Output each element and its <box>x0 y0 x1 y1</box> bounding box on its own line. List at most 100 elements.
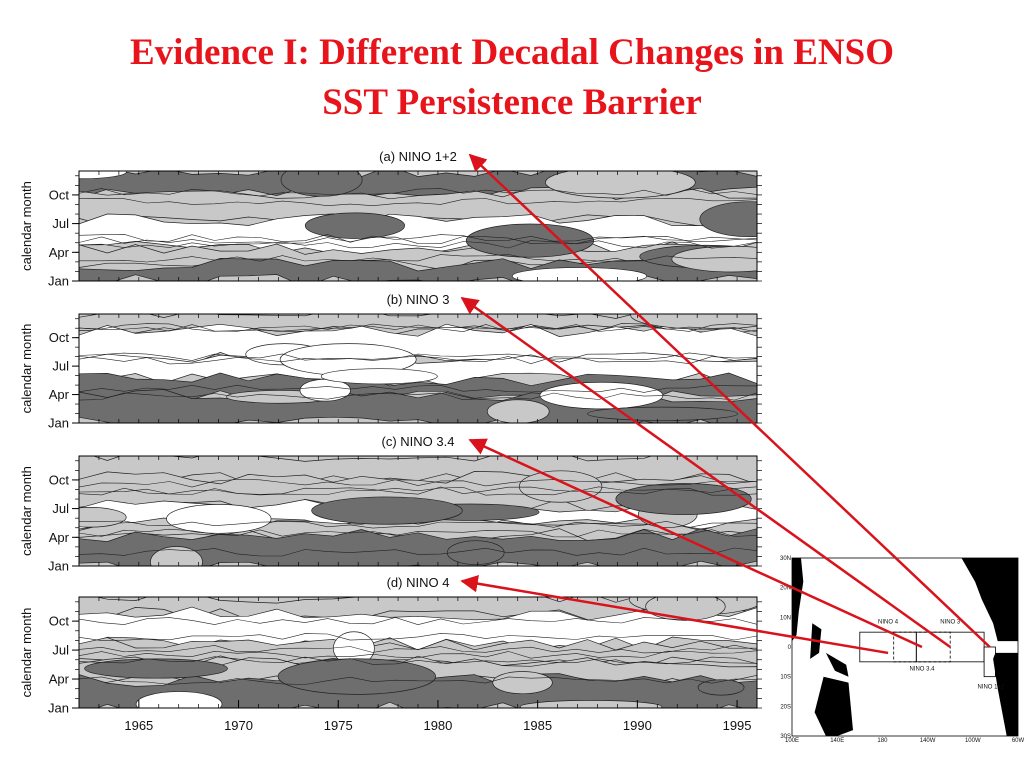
slide-title-line1: Evidence I: Different Decadal Changes in… <box>130 32 894 73</box>
contour-blob <box>465 223 595 258</box>
pointer-arrows <box>460 153 991 655</box>
map-lon-label: 100E <box>785 738 799 744</box>
contour-blob <box>135 691 223 708</box>
landmass <box>792 558 804 642</box>
x-tick-label: 1975 <box>324 718 353 733</box>
panel-3-contours <box>79 456 757 566</box>
contour-blob <box>615 483 752 515</box>
x-tick-label: 1995 <box>723 718 752 733</box>
y-tick-label: Oct <box>49 187 70 202</box>
contour-line <box>79 240 757 249</box>
y-tick-label: Apr <box>49 387 70 402</box>
region-label-nino4: NINO 4 <box>878 619 899 625</box>
contour-blob <box>630 314 757 330</box>
x-tick-label: 1985 <box>523 718 552 733</box>
contour-line <box>79 644 757 654</box>
x-tick-label: 1965 <box>124 718 153 733</box>
contour-blob <box>486 399 550 423</box>
y-tick-label: Apr <box>49 245 70 260</box>
contour-blob <box>518 470 603 503</box>
y-axis-label: calendar month <box>19 466 34 556</box>
contour-blob <box>320 368 438 385</box>
contour-blob <box>150 546 203 566</box>
landmass <box>961 558 1018 642</box>
contour-blob <box>492 671 553 695</box>
x-tick-label: 1970 <box>224 718 253 733</box>
x-tick-label: 1980 <box>423 718 452 733</box>
contour-blob <box>280 171 363 197</box>
contour-blob <box>277 658 437 695</box>
y-tick-label: Jul <box>52 643 69 658</box>
panel-4: Jan Apr Jul Oct calendar month (d) NINO 4 <box>19 575 762 716</box>
contour-line <box>79 486 757 495</box>
contour-blob <box>699 201 757 238</box>
region-label-nino34: NINO 3.4 <box>909 667 935 673</box>
contour-blob <box>84 658 228 679</box>
contour-blob <box>79 507 127 528</box>
contour-line <box>79 323 757 332</box>
y-axis-label: calendar month <box>19 324 34 414</box>
map-lat-label: 30N <box>780 556 791 562</box>
contour-blob <box>511 267 647 281</box>
contour-line <box>79 528 757 538</box>
y-tick-label: Oct <box>49 472 70 487</box>
map-lon-label: 100W <box>965 738 981 744</box>
y-tick-label: Jan <box>48 701 69 716</box>
contour-blob <box>539 381 664 410</box>
panel-4-contours <box>79 597 757 708</box>
y-tick-label: Apr <box>49 672 70 687</box>
contour-line <box>79 617 757 626</box>
contour-line <box>79 520 757 529</box>
x-tick-label: 1990 <box>623 718 652 733</box>
contour-blob <box>166 504 272 534</box>
contour-line <box>79 384 757 393</box>
map-lat-label: 10S <box>780 675 791 681</box>
contour-line <box>79 254 757 263</box>
y-tick-label: Jan <box>48 416 69 431</box>
contour-blob <box>446 540 505 565</box>
landmass <box>825 652 849 677</box>
panel-1: Jan Apr Jul Oct calendar month (a) NINO 1+2 <box>19 149 762 289</box>
contour-line <box>79 235 757 245</box>
slide-title-line2: SST Persistence Barrier <box>322 82 702 123</box>
map-lon-label: 140W <box>920 738 936 744</box>
contour-line <box>79 188 757 197</box>
contour-line <box>79 633 757 641</box>
contour-blob <box>545 171 696 199</box>
y-axis-label: calendar month <box>19 608 34 698</box>
panel-title: (b) NINO 3 <box>387 292 450 307</box>
contour-line <box>79 487 757 496</box>
map-lon-label: 140E <box>830 738 844 744</box>
contour-blob <box>304 212 405 239</box>
contour-line <box>79 547 757 557</box>
red-arrow-2 <box>460 296 951 649</box>
map-lat-label: 20S <box>780 704 791 710</box>
map-lat-label: 30S <box>780 734 791 740</box>
contour-line <box>79 479 757 488</box>
contour-line <box>79 392 757 401</box>
contour-line <box>79 650 757 659</box>
slide-title: Evidence I: Different Decadal Changes in… <box>0 28 1024 128</box>
map-lat-label: 0 <box>788 645 792 651</box>
red-arrow-1 <box>468 153 991 648</box>
map-lon-label: 180 <box>877 738 888 744</box>
red-arrow-3 <box>468 438 923 649</box>
contour-band <box>79 528 757 566</box>
y-tick-label: Oct <box>49 614 70 629</box>
contour-blob <box>697 679 745 696</box>
contour-line <box>79 233 757 243</box>
map-lat-label: 20N <box>780 586 791 592</box>
y-tick-label: Jan <box>48 559 69 574</box>
contour-line <box>79 656 757 665</box>
panel-2-contours <box>79 314 757 423</box>
contour-line <box>79 352 757 361</box>
map-lon-label: 60W <box>1012 738 1024 744</box>
contour-line <box>79 197 757 207</box>
contour-blob <box>671 245 757 273</box>
y-tick-label: Jul <box>52 501 69 516</box>
panel-title: (a) NINO 1+2 <box>379 149 457 164</box>
y-axis-label: calendar month <box>19 181 34 271</box>
red-arrow-4 <box>460 574 889 655</box>
panel-title: (d) NINO 4 <box>387 575 450 590</box>
map-lat-label: 10N <box>780 615 791 621</box>
